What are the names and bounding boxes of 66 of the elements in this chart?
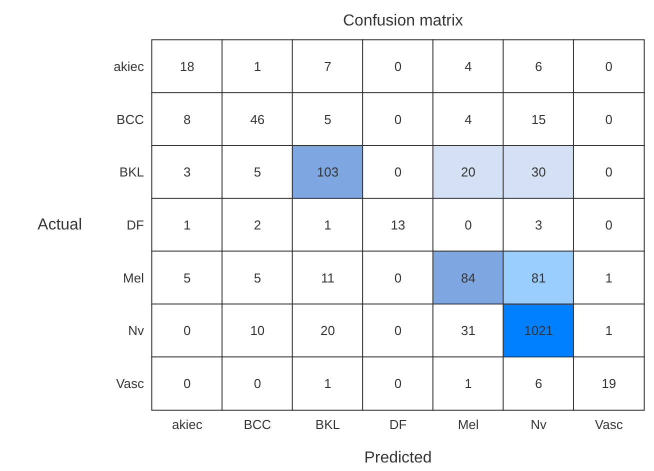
data-label: 20 [461, 164, 476, 180]
data-label: 13 [390, 218, 406, 232]
data-label: 3 [184, 164, 191, 180]
data-label: 10 [250, 323, 265, 338]
data-label: 0 [605, 218, 612, 232]
data-label: 5 [184, 270, 191, 286]
data-label: 84 [461, 270, 476, 286]
data-label: 7 [324, 58, 332, 74]
data-label: 31 [461, 323, 476, 338]
data-label: 0 [394, 164, 402, 180]
y-tick-label: BCC [116, 112, 144, 127]
x-tick-label: Nv [530, 417, 548, 432]
data-label: 1 [605, 270, 612, 286]
data-label: 0 [394, 112, 402, 127]
data-label: 1 [184, 218, 191, 232]
x-tick-label: BKL [315, 417, 340, 432]
data-label: 30 [531, 164, 546, 180]
data-label: 8 [184, 112, 191, 127]
data-label: 0 [394, 323, 402, 338]
y-tick-label: DF [126, 218, 144, 232]
data-label: 4 [464, 112, 472, 127]
data-label: 0 [394, 376, 402, 392]
data-label: 0 [394, 270, 402, 286]
data-label: 6 [534, 376, 542, 392]
data-label: 19 [602, 376, 616, 392]
data-label: 11 [320, 270, 334, 286]
x-axis-title: Predicted [364, 450, 432, 466]
x-tick-label: Vasc [594, 417, 624, 432]
data-label: 46 [250, 112, 265, 127]
data-label: 1 [324, 218, 332, 232]
data-label: 1021 [524, 323, 554, 338]
data-label: 0 [605, 164, 612, 180]
data-label: 15 [531, 112, 546, 127]
y-axis-title: Actual [38, 216, 82, 234]
data-label: 5 [254, 270, 262, 286]
x-tick-label: DF [389, 417, 407, 432]
chart-title: Confusion matrix [342, 12, 464, 30]
data-label: 1 [464, 376, 472, 392]
data-label: 0 [184, 323, 191, 338]
data-label: 5 [254, 164, 262, 180]
x-tick-label: Mel [458, 417, 479, 432]
y-tick-label: BKL [119, 164, 144, 180]
data-label: 2 [254, 218, 262, 232]
data-label: 0 [184, 376, 191, 392]
data-label: 18 [180, 58, 194, 74]
data-label: 1 [605, 323, 612, 338]
data-label: 3 [534, 218, 542, 232]
data-label: 5 [324, 112, 332, 127]
data-label: 20 [320, 323, 335, 338]
data-label: 81 [531, 270, 546, 286]
data-label: 0 [254, 376, 262, 392]
data-label: 103 [316, 164, 339, 180]
y-tick-label: Vasc [116, 376, 144, 392]
x-tick-label: BCC [244, 417, 272, 432]
data-label: 6 [534, 58, 542, 74]
data-label: 1 [254, 58, 262, 74]
y-tick-label: akiec [114, 58, 144, 74]
y-tick-label: Mel [123, 270, 144, 286]
data-label: 1 [324, 376, 332, 392]
y-tick-label: Nv [128, 323, 144, 338]
data-label: 0 [605, 112, 612, 127]
data-label: 0 [464, 218, 472, 232]
x-tick-label: akiec [172, 417, 203, 432]
data-label: 0 [605, 58, 612, 74]
data-label: 4 [464, 58, 472, 74]
data-label: 0 [394, 58, 402, 74]
